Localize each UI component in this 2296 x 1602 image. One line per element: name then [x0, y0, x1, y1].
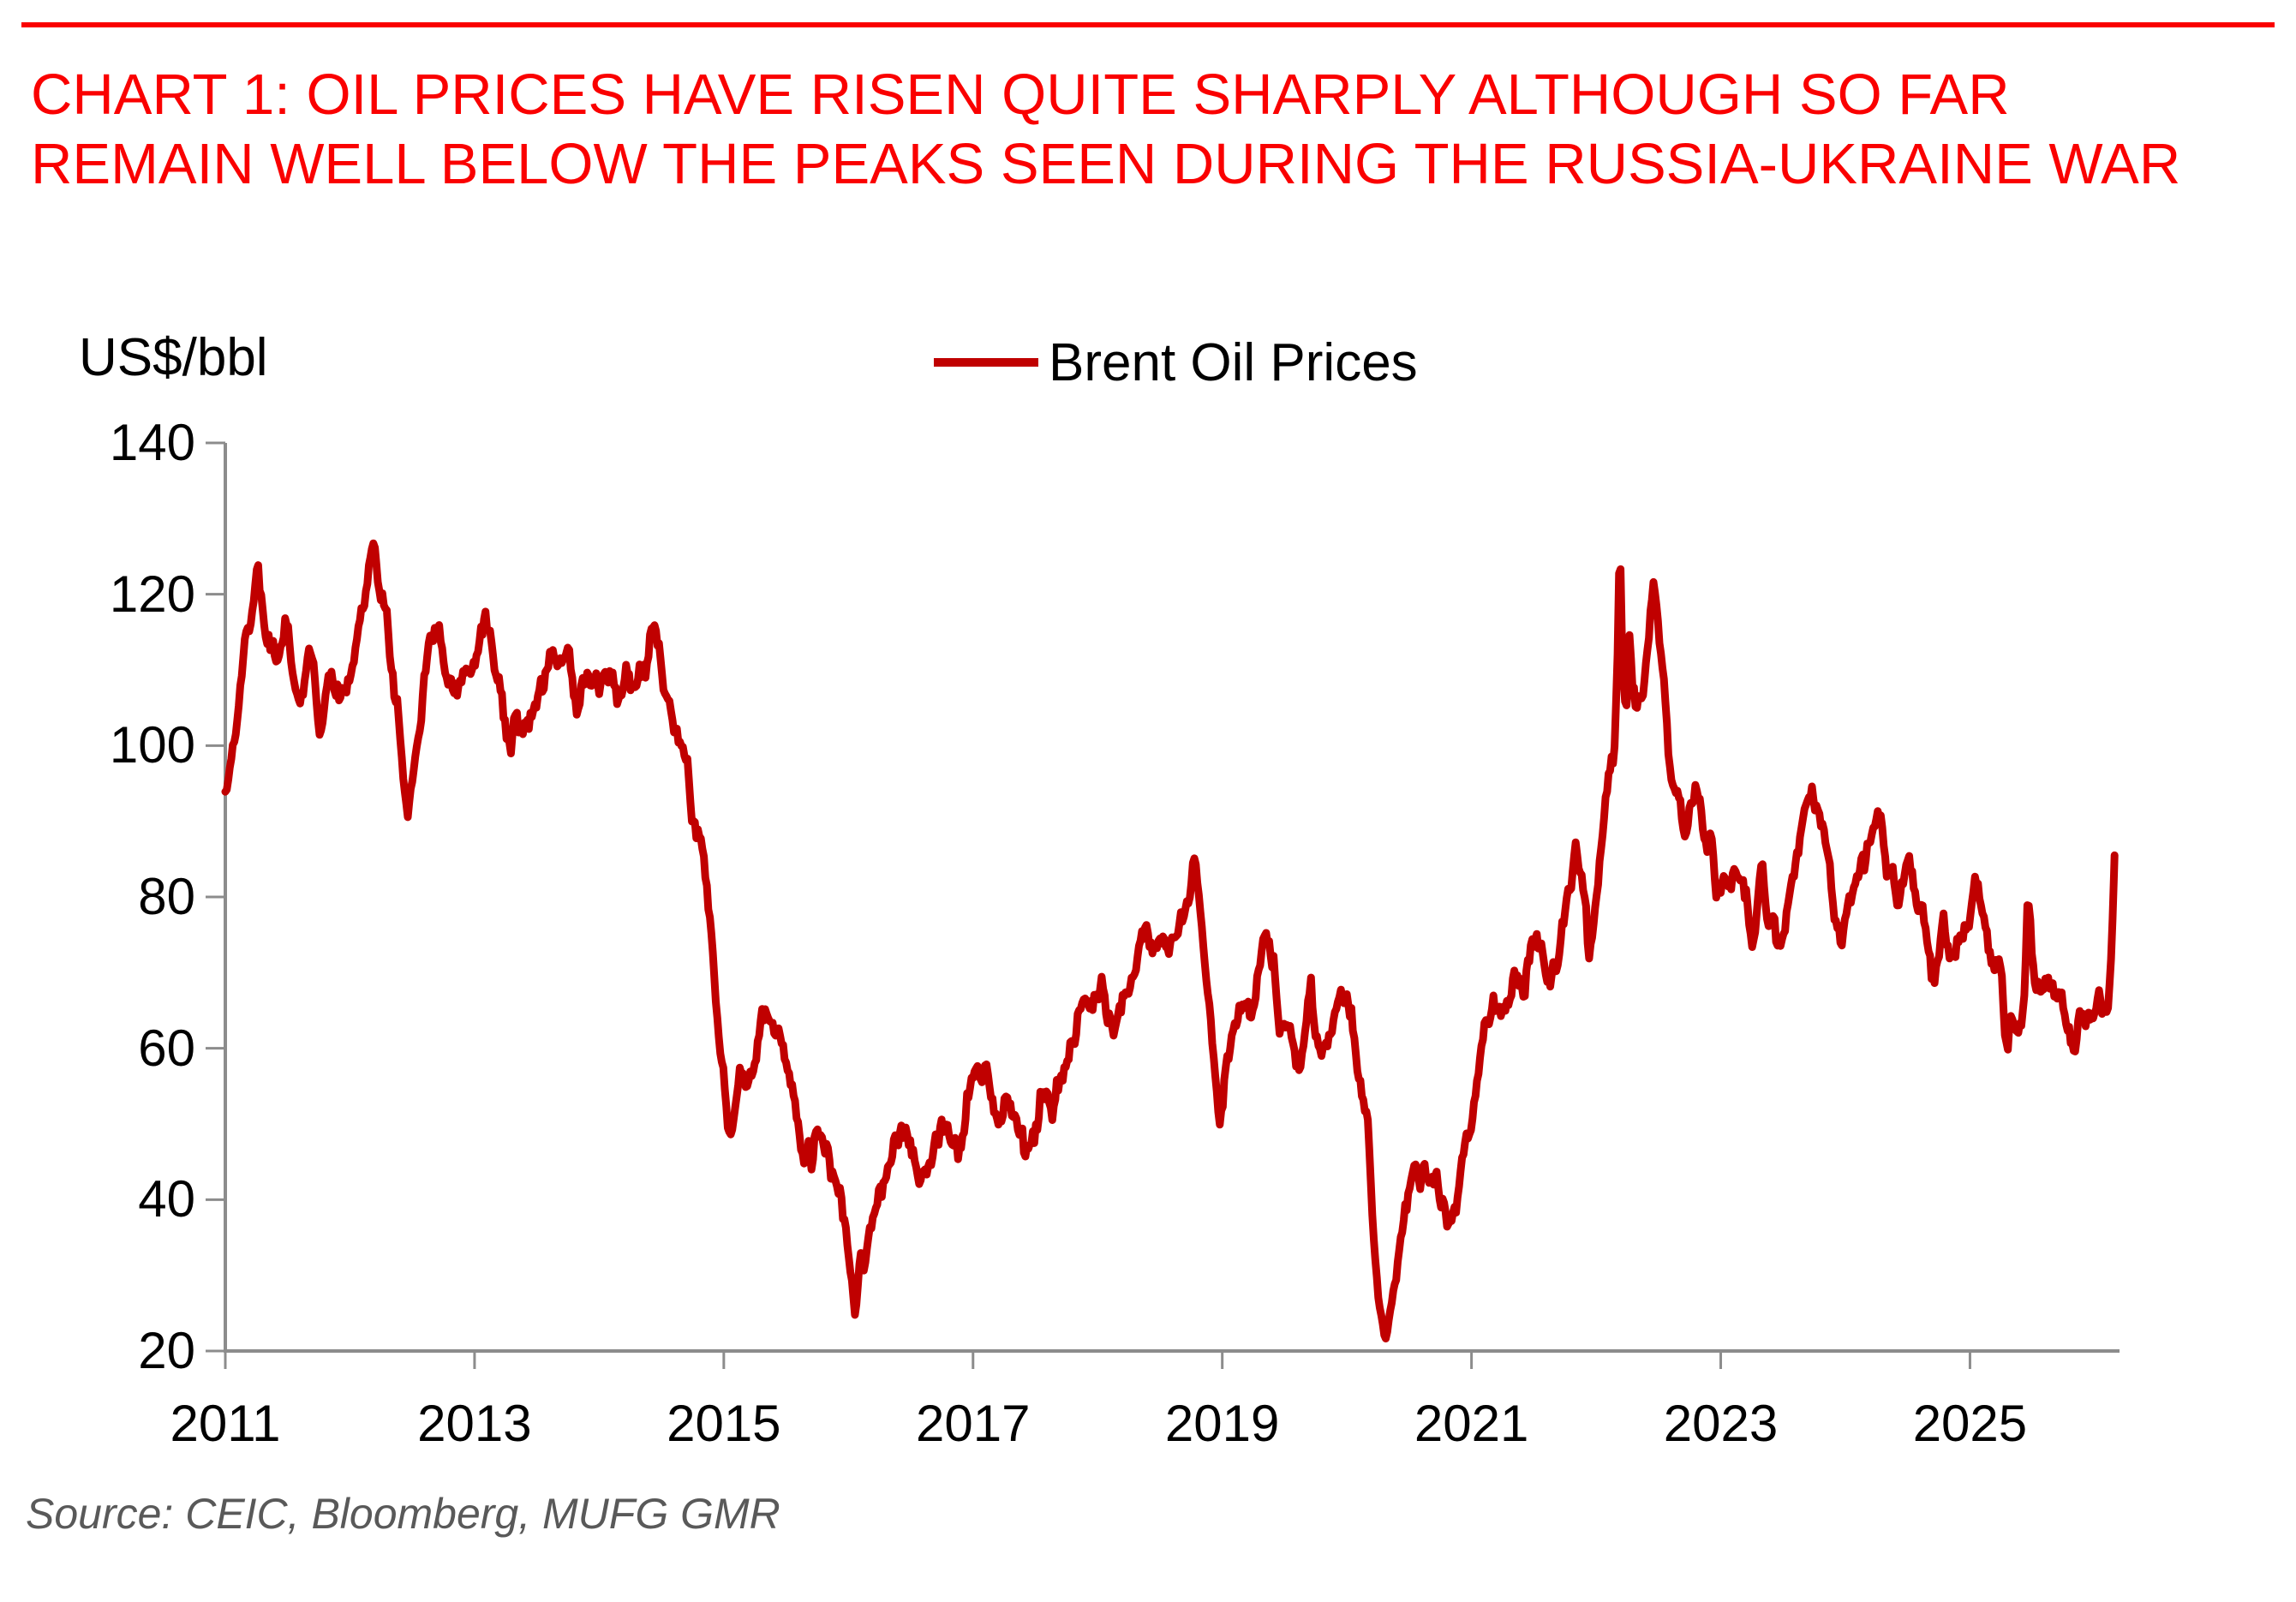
y-tick-label: 140: [109, 414, 195, 471]
y-tick-label: 120: [109, 565, 195, 623]
top-divider-rule: [21, 22, 2275, 27]
x-tick-label: 2021: [1414, 1395, 1529, 1452]
x-tick-label: 2025: [1912, 1395, 2028, 1452]
source-note: Source: CEIC, Bloomberg, MUFG GMR: [26, 1490, 780, 1538]
legend-line-swatch: [934, 358, 1038, 367]
y-tick-label: 60: [138, 1019, 195, 1077]
brent-oil-price-series: [221, 539, 2119, 1342]
chart-title: CHART 1: OIL PRICES HAVE RISEN QUITE SHA…: [31, 60, 2275, 199]
legend: Brent Oil Prices: [934, 330, 1418, 395]
y-tick-label: 20: [138, 1322, 195, 1379]
chart-title-line-2: REMAIN WELL BELOW THE PEAKS SEEN DURING …: [31, 132, 2181, 196]
y-tick-label: 40: [138, 1170, 195, 1228]
x-tick-label: 2013: [417, 1395, 532, 1452]
x-tick-label: 2019: [1164, 1395, 1280, 1452]
legend-series-label: Brent Oil Prices: [1049, 332, 1418, 392]
x-tick-label: 2017: [916, 1395, 1031, 1452]
y-tick-label: 100: [109, 716, 195, 774]
x-tick-label: 2011: [170, 1395, 281, 1452]
x-tick-label: 2023: [1663, 1395, 1779, 1452]
y-tick-label: 80: [138, 868, 195, 925]
chart-title-line-1: CHART 1: OIL PRICES HAVE RISEN QUITE SHA…: [31, 63, 2010, 127]
y-axis-unit-label: US$/bbl: [79, 328, 268, 387]
x-tick-label: 2015: [667, 1395, 781, 1452]
